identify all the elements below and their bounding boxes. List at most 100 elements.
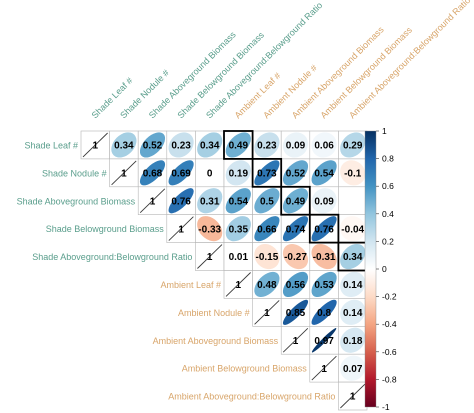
correlation-ellipse	[225, 160, 251, 186]
correlation-value: 0.14	[343, 308, 363, 319]
colorbar-tick-label: 1	[382, 126, 387, 136]
diagonal-line	[111, 160, 137, 186]
correlation-value: 0.8	[317, 308, 331, 319]
highlight-box	[280, 185, 311, 216]
highlight-box	[251, 157, 283, 188]
correlation-value: 0.73	[257, 168, 277, 179]
correlation-ellipse	[311, 160, 337, 186]
matrix-cell: 0.14	[338, 270, 368, 299]
correlation-value: 0.07	[343, 364, 363, 375]
correlation-value: 0	[207, 168, 213, 179]
correlation-value: 0.52	[286, 168, 306, 179]
matrix-cell: 0.48	[252, 270, 282, 299]
correlation-value: 1	[264, 308, 270, 319]
colorbar-tick-label: 0.2	[382, 236, 394, 246]
matrix-cell: 0.66	[252, 214, 282, 243]
matrix-cell: 0.35	[223, 214, 253, 243]
row-label: Ambient Nodule #	[178, 308, 250, 318]
matrix-cell: -0.33	[195, 214, 225, 243]
colorbar-tick-label: -0.2	[382, 292, 397, 302]
correlation-value: 0.85	[286, 308, 306, 319]
cell-border	[195, 158, 225, 188]
colorbar-tick-label: 0.6	[382, 181, 394, 191]
row-labels: Shade Leaf # Shade Nodule # Shade Abovegro…	[17, 140, 336, 401]
cell-border	[338, 186, 368, 216]
correlation-ellipse	[139, 132, 166, 158]
correlation-ellipse	[340, 243, 366, 270]
matrix-cell: 0.74	[280, 214, 311, 243]
matrix-cell: -0.27	[280, 242, 311, 271]
correlation-ellipse	[197, 216, 223, 242]
row-label: Shade Leaf #	[24, 140, 78, 150]
matrix-cell: 0.06	[309, 130, 339, 160]
correlation-value: -0.33	[198, 224, 221, 235]
row-label: Ambient Leaf #	[160, 280, 221, 290]
correlation-ellipse	[311, 299, 337, 325]
matrix-cell: 0.01	[223, 242, 253, 271]
matrix-cell: 0.85	[280, 298, 311, 327]
matrix-cell: 1	[338, 381, 368, 411]
correlation-value: 0.66	[257, 224, 277, 235]
correlation-value: 0.68	[143, 168, 163, 179]
correlation-ellipse	[282, 243, 309, 270]
matrix-cell: 0.5	[252, 186, 282, 216]
matrix-cell: -0.04	[338, 214, 368, 243]
colorbar-tick-label: -1	[382, 402, 390, 412]
correlation-value: 0.76	[171, 196, 191, 207]
correlation-ellipse	[254, 160, 280, 186]
correlation-ellipse	[168, 188, 194, 214]
correlation-ellipse	[168, 132, 194, 158]
colorbar: 1 0.8 0.6 0.4 0.2 0 -0.2 -0.4 -0.6 -0.8 -1	[364, 126, 397, 412]
correlation-value: 0.34	[200, 141, 220, 152]
correlation-ellipse	[197, 132, 223, 158]
correlation-value: 1	[293, 336, 299, 347]
matrix-cell: 1	[280, 325, 311, 355]
matrix-cell: 0.53	[309, 270, 339, 299]
correlation-value: 0.53	[314, 280, 334, 291]
column-label: Ambient Aboveground:Belowground Ratio	[347, 0, 472, 120]
matrix-cell: 0.68	[137, 158, 168, 188]
correlation-ellipse	[254, 132, 280, 158]
correlation-value: 0.52	[143, 141, 163, 152]
correlation-ellipse	[282, 216, 309, 242]
matrix-cell: 0.07	[338, 353, 368, 383]
correlation-value: 1	[236, 280, 242, 291]
correlation-value: 0.34	[343, 252, 363, 263]
correlation-ellipse	[282, 188, 309, 214]
colorbar-gradient	[364, 130, 377, 408]
correlation-value: 0.09	[286, 141, 306, 152]
correlation-value: 0.23	[171, 141, 191, 152]
matrix-cell: 0.8	[309, 298, 339, 327]
correlation-ellipse	[139, 160, 166, 186]
matrix-cell: -0.15	[252, 242, 282, 271]
matrix-cell: 1	[166, 214, 196, 243]
correlation-ellipse	[340, 132, 366, 158]
matrix-cell	[338, 186, 368, 216]
matrix-cell: -0.31	[309, 242, 339, 271]
row-label: Ambient Aboveground Biomass	[153, 336, 279, 346]
correlation-ellipse	[340, 327, 366, 353]
correlation-value: 0.09	[314, 196, 334, 207]
colorbar-tick-label: -0.8	[382, 374, 397, 384]
correlation-ellipse	[225, 132, 251, 158]
correlation-value: 0.74	[286, 224, 306, 235]
correlation-value: 0.34	[114, 141, 134, 152]
correlation-ellipse	[311, 188, 337, 214]
matrix-cell: 0.34	[109, 130, 139, 160]
correlation-value: 0.76	[314, 224, 334, 235]
matrix-cell: 0.54	[223, 186, 253, 216]
highlight-box	[308, 213, 340, 244]
matrix-cell: 0.23	[166, 130, 196, 160]
correlation-value: 1	[178, 224, 184, 235]
correlation-value: 0.19	[229, 168, 249, 179]
correlation-value: -0.1	[344, 168, 362, 179]
matrix-cell: 0.56	[280, 270, 311, 299]
correlation-ellipse	[311, 216, 337, 242]
matrix-cell: 0.09	[309, 186, 339, 216]
correlation-value: 0.31	[200, 196, 220, 207]
correlation-value: 0.54	[314, 168, 334, 179]
matrix-cell: 0.09	[280, 130, 311, 160]
correlation-ellipse	[340, 271, 366, 298]
matrix-cell: 0.29	[338, 130, 368, 160]
matrix-cell: 0.73	[252, 158, 282, 188]
